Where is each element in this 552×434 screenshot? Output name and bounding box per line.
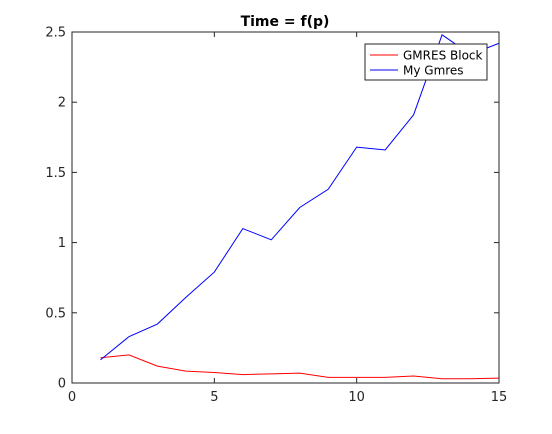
chart-title: Time = f(p) [241, 14, 330, 30]
x-tick-label: 0 [68, 390, 76, 405]
x-tick-label: 5 [210, 390, 218, 405]
y-tick-label: 2.5 [45, 26, 66, 41]
legend-box [364, 43, 488, 81]
legend-label: GMRES Block [403, 49, 483, 63]
series-line-gmres-block [100, 354, 500, 380]
y-tick-label: 0.5 [45, 306, 66, 321]
y-tick-label: 0 [58, 377, 66, 392]
x-tick-label: 10 [348, 390, 365, 405]
y-tick-label: 1.5 [45, 166, 66, 181]
legend-label: My Gmres [403, 64, 464, 78]
plot-area [72, 32, 499, 383]
plot-background [72, 32, 499, 383]
x-tick-label: 15 [491, 390, 508, 405]
axes-box [71, 31, 500, 384]
y-tick-label: 2 [58, 96, 66, 111]
axes-layer: 0 5 10 15 0 0.5 1 1.5 2 2.5 [45, 26, 507, 406]
y-tick-label: 1 [58, 236, 66, 251]
